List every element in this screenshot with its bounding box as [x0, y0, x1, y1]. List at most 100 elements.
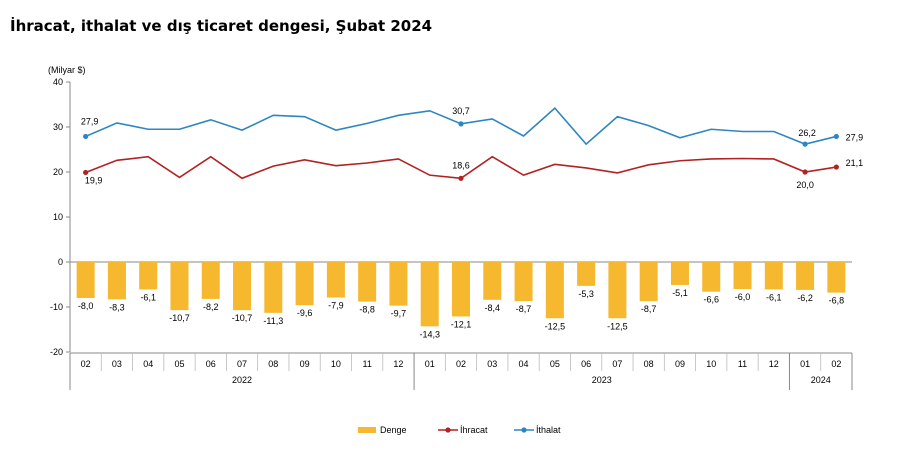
- x-tick-label: 07: [612, 359, 622, 369]
- legend-label-ihracat: İhracat: [460, 425, 488, 435]
- bar-value-label: -8,8: [359, 305, 375, 315]
- x-tick-label: 05: [174, 359, 184, 369]
- line-point-marker: [802, 141, 808, 147]
- x-tick-label: 06: [581, 359, 591, 369]
- point-value-label: 26,2: [798, 128, 816, 138]
- bar-denge: [264, 262, 283, 313]
- x-tick-label: 07: [237, 359, 247, 369]
- x-tick-label: 11: [738, 359, 747, 369]
- y-tick-label: 10: [53, 212, 63, 222]
- bar-value-label: -12,1: [451, 319, 472, 329]
- bar-denge: [827, 262, 846, 293]
- x-tick-label: 06: [206, 359, 216, 369]
- x-tick-label: 10: [706, 359, 716, 369]
- line-point-marker: [833, 164, 839, 170]
- point-value-label: 19,9: [85, 175, 103, 185]
- bar-value-label: -14,3: [419, 329, 440, 339]
- year-label: 2024: [811, 375, 831, 385]
- point-value-label: 18,6: [452, 160, 470, 170]
- y-tick-label: 0: [58, 257, 63, 267]
- bar-denge: [295, 262, 314, 306]
- line-point-marker: [458, 121, 464, 127]
- bar-denge: [76, 262, 95, 298]
- bars: -8,0 -8,3 -6,1 -10,7 -8,2 -10,7 -11,3 -9,6 -7,9 -…: [76, 262, 846, 339]
- y-tick-label: 20: [53, 167, 63, 177]
- x-tick-label: 01: [800, 359, 810, 369]
- bar-denge: [201, 262, 220, 299]
- line-point-marker: [83, 133, 89, 140]
- x-tick-label: 12: [393, 359, 403, 369]
- bar-value-label: -9,7: [391, 309, 407, 319]
- x-tick-label: 03: [487, 359, 497, 369]
- line-point-marker: [458, 175, 464, 181]
- bar-value-label: -6,6: [703, 295, 719, 305]
- x-tick-label: 08: [268, 359, 278, 369]
- y-unit-label: (Milyar $): [48, 65, 86, 75]
- bar-value-label: -6,1: [766, 292, 782, 302]
- bar-denge: [389, 262, 408, 306]
- bar-denge: [670, 262, 689, 285]
- legend-marker-ihracat: [445, 427, 451, 433]
- chart-title: İhracat, ithalat ve dış ticaret dengesi,…: [10, 17, 433, 35]
- bar-value-label: -10,7: [169, 313, 190, 323]
- bar-value-label: -5,1: [672, 288, 688, 298]
- bar-denge: [733, 262, 752, 289]
- bar-value-label: -8,3: [109, 302, 125, 312]
- bar-value-label: -6,0: [735, 292, 751, 302]
- line-point-marker: [833, 133, 839, 140]
- point-value-label: 27,9: [81, 116, 99, 126]
- point-value-label: 30,7: [452, 106, 470, 116]
- bar-value-label: -8,7: [516, 304, 532, 314]
- year-label: 2023: [592, 375, 612, 385]
- y-tick-label: 30: [53, 122, 63, 132]
- bar-value-label: -8,2: [203, 302, 219, 312]
- y-tick-label: -10: [50, 302, 63, 312]
- x-tick-label: 02: [831, 359, 841, 369]
- bar-value-label: -8,0: [78, 301, 94, 311]
- bar-denge: [452, 262, 470, 317]
- x-tick-label: 12: [769, 359, 779, 369]
- bar-value-label: -5,3: [578, 289, 594, 299]
- legend-swatch-denge: [358, 427, 376, 433]
- bar-value-label: -7,9: [328, 301, 344, 311]
- x-tick-label: 11: [362, 359, 371, 369]
- bar-value-label: -12,5: [545, 321, 566, 331]
- bar-denge: [702, 262, 721, 292]
- bar-denge: [545, 262, 564, 319]
- bar-denge: [608, 262, 627, 319]
- x-tick-label: 03: [112, 359, 122, 369]
- bar-denge: [233, 262, 252, 311]
- bar-denge: [514, 262, 533, 302]
- lines: 19,9 18,6 20,0 21,1 27,9 30,7 26,2 27,9: [81, 106, 863, 190]
- x-tick-label: 04: [519, 359, 529, 369]
- bar-denge: [577, 262, 596, 286]
- x-tick-label: 02: [456, 359, 466, 369]
- x-tick-label: 05: [550, 359, 560, 369]
- x-tick-label: 09: [675, 359, 685, 369]
- legend-marker-ithalat: [521, 427, 527, 433]
- bar-denge: [796, 262, 815, 290]
- y-tick-label: -20: [50, 347, 63, 357]
- bar-value-label: -11,3: [263, 316, 283, 326]
- x-axis: 02 03 04 05 06 07 08 09 10 11 12 01 02 03 04 05 06 07 08 09…: [69, 352, 853, 390]
- bar-value-label: -6,2: [797, 293, 813, 303]
- x-tick-label: 04: [143, 359, 153, 369]
- bar-denge: [639, 262, 658, 302]
- bar-value-label: -12,5: [607, 321, 628, 331]
- line-point-marker: [83, 169, 89, 176]
- legend: Denge İhracat İthalat: [358, 425, 561, 435]
- x-tick-label: 08: [644, 359, 654, 369]
- bar-value-label: -10,7: [232, 313, 253, 323]
- bar-denge: [107, 262, 126, 300]
- x-tick-label: 01: [425, 359, 435, 369]
- year-label: 2022: [232, 375, 252, 385]
- point-value-label: 27,9: [846, 132, 864, 142]
- legend-label-denge: Denge: [380, 425, 407, 435]
- bar-value-label: -8,7: [641, 304, 657, 314]
- y-tick-label: 40: [53, 77, 63, 87]
- point-value-label: 20,0: [796, 180, 814, 190]
- bar-denge: [358, 262, 377, 302]
- x-tick-label: 02: [81, 359, 91, 369]
- bar-denge: [420, 262, 439, 327]
